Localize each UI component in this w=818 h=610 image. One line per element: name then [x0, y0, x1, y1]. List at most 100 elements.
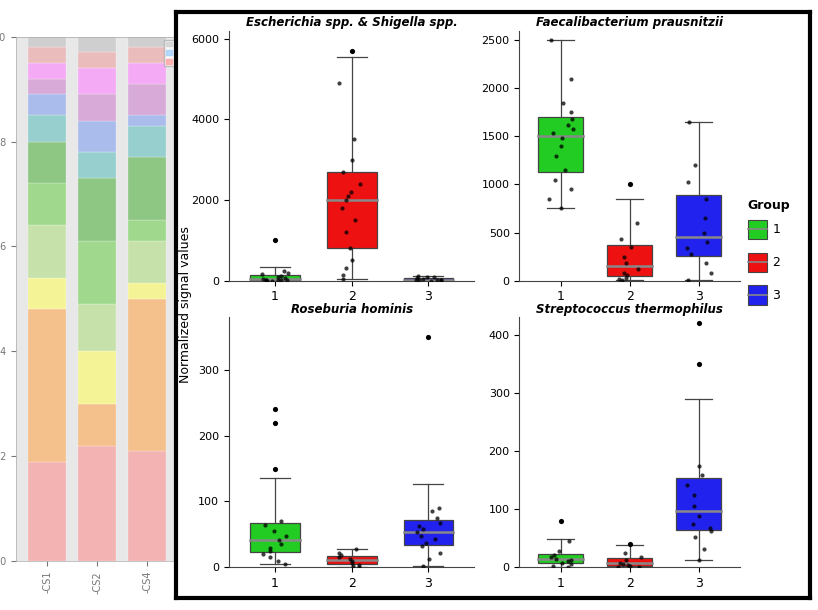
Bar: [250, 523, 300, 553]
Bar: [79, 37, 116, 52]
Bar: [608, 245, 652, 276]
Point: [347, 561, 360, 571]
Bar: [79, 304, 116, 351]
Point: [680, 243, 693, 253]
Point: [619, 548, 632, 558]
Point: [698, 228, 711, 237]
Bar: [608, 558, 652, 566]
Point: [434, 548, 447, 558]
Point: [689, 160, 702, 170]
Point: [614, 558, 627, 567]
Point: [619, 556, 632, 565]
Bar: [79, 241, 116, 304]
Bar: [29, 63, 65, 79]
Point: [274, 271, 287, 281]
Bar: [29, 79, 65, 95]
Point: [339, 264, 353, 273]
Point: [550, 151, 563, 160]
Point: [339, 195, 353, 205]
Title: Escherichia spp. & Shigella spp.: Escherichia spp. & Shigella spp.: [246, 16, 457, 29]
Point: [412, 521, 425, 531]
Point: [612, 274, 625, 284]
Point: [415, 541, 428, 551]
Point: [349, 544, 362, 554]
Point: [699, 259, 712, 268]
Point: [621, 270, 634, 280]
Point: [268, 418, 281, 428]
Bar: [229, 194, 266, 210]
Point: [631, 264, 645, 274]
Point: [564, 74, 578, 84]
Point: [279, 273, 292, 283]
Point: [335, 203, 348, 213]
Bar: [128, 299, 166, 451]
Point: [562, 562, 575, 572]
Point: [699, 194, 712, 204]
Bar: [229, 184, 266, 194]
Bar: [403, 278, 453, 280]
Point: [263, 546, 276, 556]
Bar: [178, 257, 216, 267]
Bar: [327, 556, 376, 564]
Point: [544, 35, 557, 45]
Point: [279, 559, 292, 569]
Bar: [229, 236, 266, 246]
Bar: [29, 47, 65, 63]
Point: [332, 548, 345, 558]
Point: [693, 556, 706, 565]
Point: [346, 556, 359, 565]
Bar: [29, 37, 65, 47]
Point: [337, 167, 350, 176]
Point: [611, 562, 624, 572]
Point: [422, 554, 435, 564]
Point: [344, 243, 357, 253]
Point: [345, 155, 358, 165]
Bar: [29, 115, 65, 142]
Bar: [178, 73, 216, 188]
Bar: [29, 142, 65, 184]
Point: [272, 535, 285, 545]
Point: [345, 558, 358, 567]
Point: [631, 218, 644, 228]
Point: [281, 268, 294, 278]
Bar: [128, 241, 166, 283]
Point: [681, 274, 694, 284]
Point: [264, 553, 277, 562]
Point: [619, 273, 632, 282]
Legend: Other, Bacteria; Other, Actinobacteria; Actinobacteria: Other, Bacteria; Other, Actinobacteria; …: [164, 40, 275, 66]
Point: [420, 271, 434, 281]
Point: [703, 523, 717, 533]
Point: [542, 194, 555, 204]
Point: [344, 554, 357, 564]
Point: [564, 184, 578, 194]
Bar: [229, 210, 266, 226]
Bar: [29, 278, 65, 309]
Bar: [403, 520, 453, 545]
Point: [415, 531, 428, 540]
Point: [430, 513, 443, 523]
Point: [618, 252, 631, 262]
Bar: [79, 446, 116, 561]
Bar: [229, 173, 266, 184]
Point: [348, 135, 361, 145]
Point: [700, 237, 713, 247]
Point: [336, 270, 349, 279]
Bar: [79, 52, 116, 68]
Point: [434, 518, 447, 528]
Bar: [79, 68, 116, 95]
Point: [564, 559, 578, 569]
Bar: [178, 37, 216, 47]
Point: [623, 539, 636, 549]
Point: [616, 275, 629, 285]
Bar: [538, 117, 583, 173]
Point: [554, 204, 567, 213]
Point: [410, 528, 423, 537]
Bar: [229, 37, 266, 47]
Bar: [29, 184, 65, 226]
Point: [332, 553, 345, 562]
Bar: [128, 126, 166, 157]
Point: [416, 524, 429, 534]
Point: [550, 554, 563, 564]
Bar: [29, 226, 65, 278]
Point: [336, 274, 349, 284]
